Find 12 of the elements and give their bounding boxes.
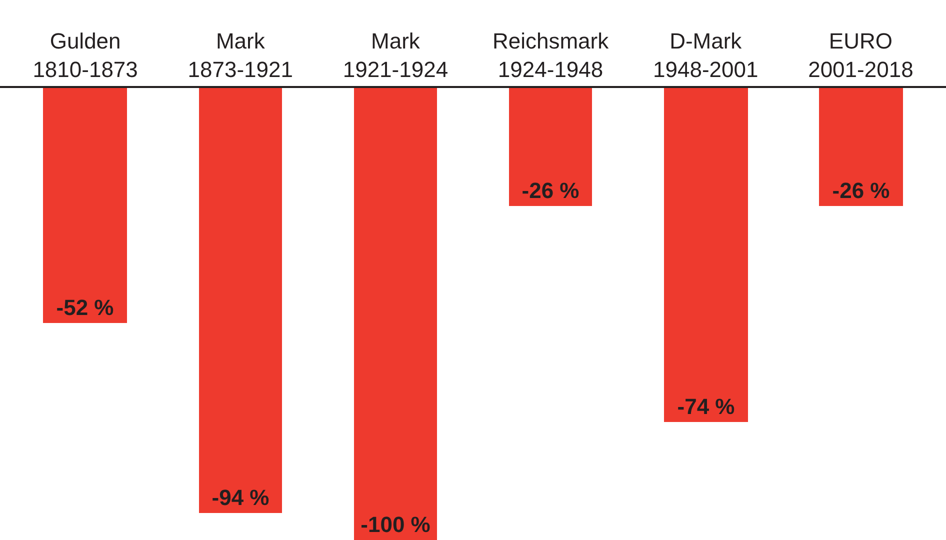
x-tick-label: EURO 2001-2018: [808, 28, 914, 82]
x-tick-label: Mark 1921-1924: [342, 28, 448, 82]
x-tick-label: Gulden 1810-1873: [32, 28, 138, 82]
x-tick-label: D-Mark 1948-2001: [653, 28, 758, 82]
data-label: -74 %: [677, 394, 735, 419]
data-label: -52 %: [56, 295, 114, 320]
data-label: -26 %: [832, 178, 890, 203]
data-label: -100 %: [360, 512, 430, 537]
x-tick-label: Mark 1873-1921: [188, 28, 293, 82]
data-label: -94 %: [212, 485, 270, 510]
x-tick-label: Reichsmark 1924-1948: [492, 28, 610, 82]
data-label: -26 %: [522, 178, 580, 203]
